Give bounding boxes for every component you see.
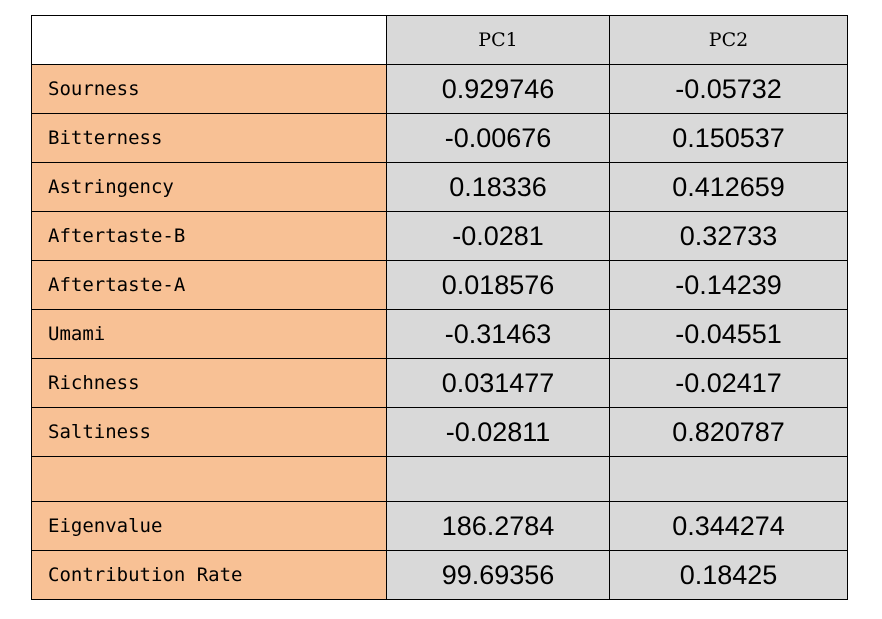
value-cell-pc1: -0.00676: [386, 113, 610, 163]
table-row: Sourness 0.929746 -0.05732: [31, 64, 848, 114]
value-cell-pc1: -0.0281: [386, 211, 610, 261]
value-cell-pc2: 0.150537: [609, 113, 848, 163]
table-row: Astringency 0.18336 0.412659: [31, 162, 848, 212]
row-label: Aftertaste-B: [31, 211, 387, 261]
value-cell-pc1: [386, 456, 610, 502]
table-row: Contribution Rate 99.69356 0.18425: [31, 550, 848, 600]
row-label: Saltiness: [31, 407, 387, 457]
row-label: Sourness: [31, 64, 387, 114]
pca-loadings-table: PC1 PC2 Sourness 0.929746 -0.05732 Bitterness…: [31, 15, 848, 600]
table-row: Saltiness -0.02811 0.820787: [31, 407, 848, 457]
row-label: Aftertaste-A: [31, 260, 387, 310]
value-cell-pc2: -0.05732: [609, 64, 848, 114]
value-cell-pc1: 186.2784: [386, 501, 610, 551]
value-cell-pc2: -0.04551: [609, 309, 848, 359]
value-cell-pc1: 0.18336: [386, 162, 610, 212]
row-label: Astringency: [31, 162, 387, 212]
column-header-pc1: PC1: [386, 15, 610, 65]
value-cell-pc2: 0.18425: [609, 550, 848, 600]
table-body: PC1 PC2 Sourness 0.929746 -0.05732 Bitterness…: [31, 15, 848, 600]
header-row: PC1 PC2: [31, 15, 848, 65]
value-cell-pc1: -0.31463: [386, 309, 610, 359]
value-cell-pc2: 0.412659: [609, 162, 848, 212]
value-cell-pc2: -0.02417: [609, 358, 848, 408]
row-label: [31, 456, 387, 502]
row-label: Contribution Rate: [31, 550, 387, 600]
table-row: Bitterness -0.00676 0.150537: [31, 113, 848, 163]
table-row: Richness 0.031477 -0.02417: [31, 358, 848, 408]
row-label: Eigenvalue: [31, 501, 387, 551]
corner-cell: [31, 15, 387, 65]
value-cell-pc2: -0.14239: [609, 260, 848, 310]
value-cell-pc2: [609, 456, 848, 502]
value-cell-pc1: 0.018576: [386, 260, 610, 310]
value-cell-pc1: 99.69356: [386, 550, 610, 600]
value-cell-pc2: 0.344274: [609, 501, 848, 551]
value-cell-pc2: 0.820787: [609, 407, 848, 457]
value-cell-pc1: 0.929746: [386, 64, 610, 114]
row-label: Bitterness: [31, 113, 387, 163]
column-header-pc2: PC2: [609, 15, 848, 65]
row-label: Umami: [31, 309, 387, 359]
value-cell-pc1: 0.031477: [386, 358, 610, 408]
table-row: Eigenvalue 186.2784 0.344274: [31, 501, 848, 551]
row-label: Richness: [31, 358, 387, 408]
table-row: Umami -0.31463 -0.04551: [31, 309, 848, 359]
table-row: Aftertaste-A 0.018576 -0.14239: [31, 260, 848, 310]
table-row: Aftertaste-B -0.0281 0.32733: [31, 211, 848, 261]
value-cell-pc1: -0.02811: [386, 407, 610, 457]
spacer-row: [31, 456, 848, 502]
value-cell-pc2: 0.32733: [609, 211, 848, 261]
